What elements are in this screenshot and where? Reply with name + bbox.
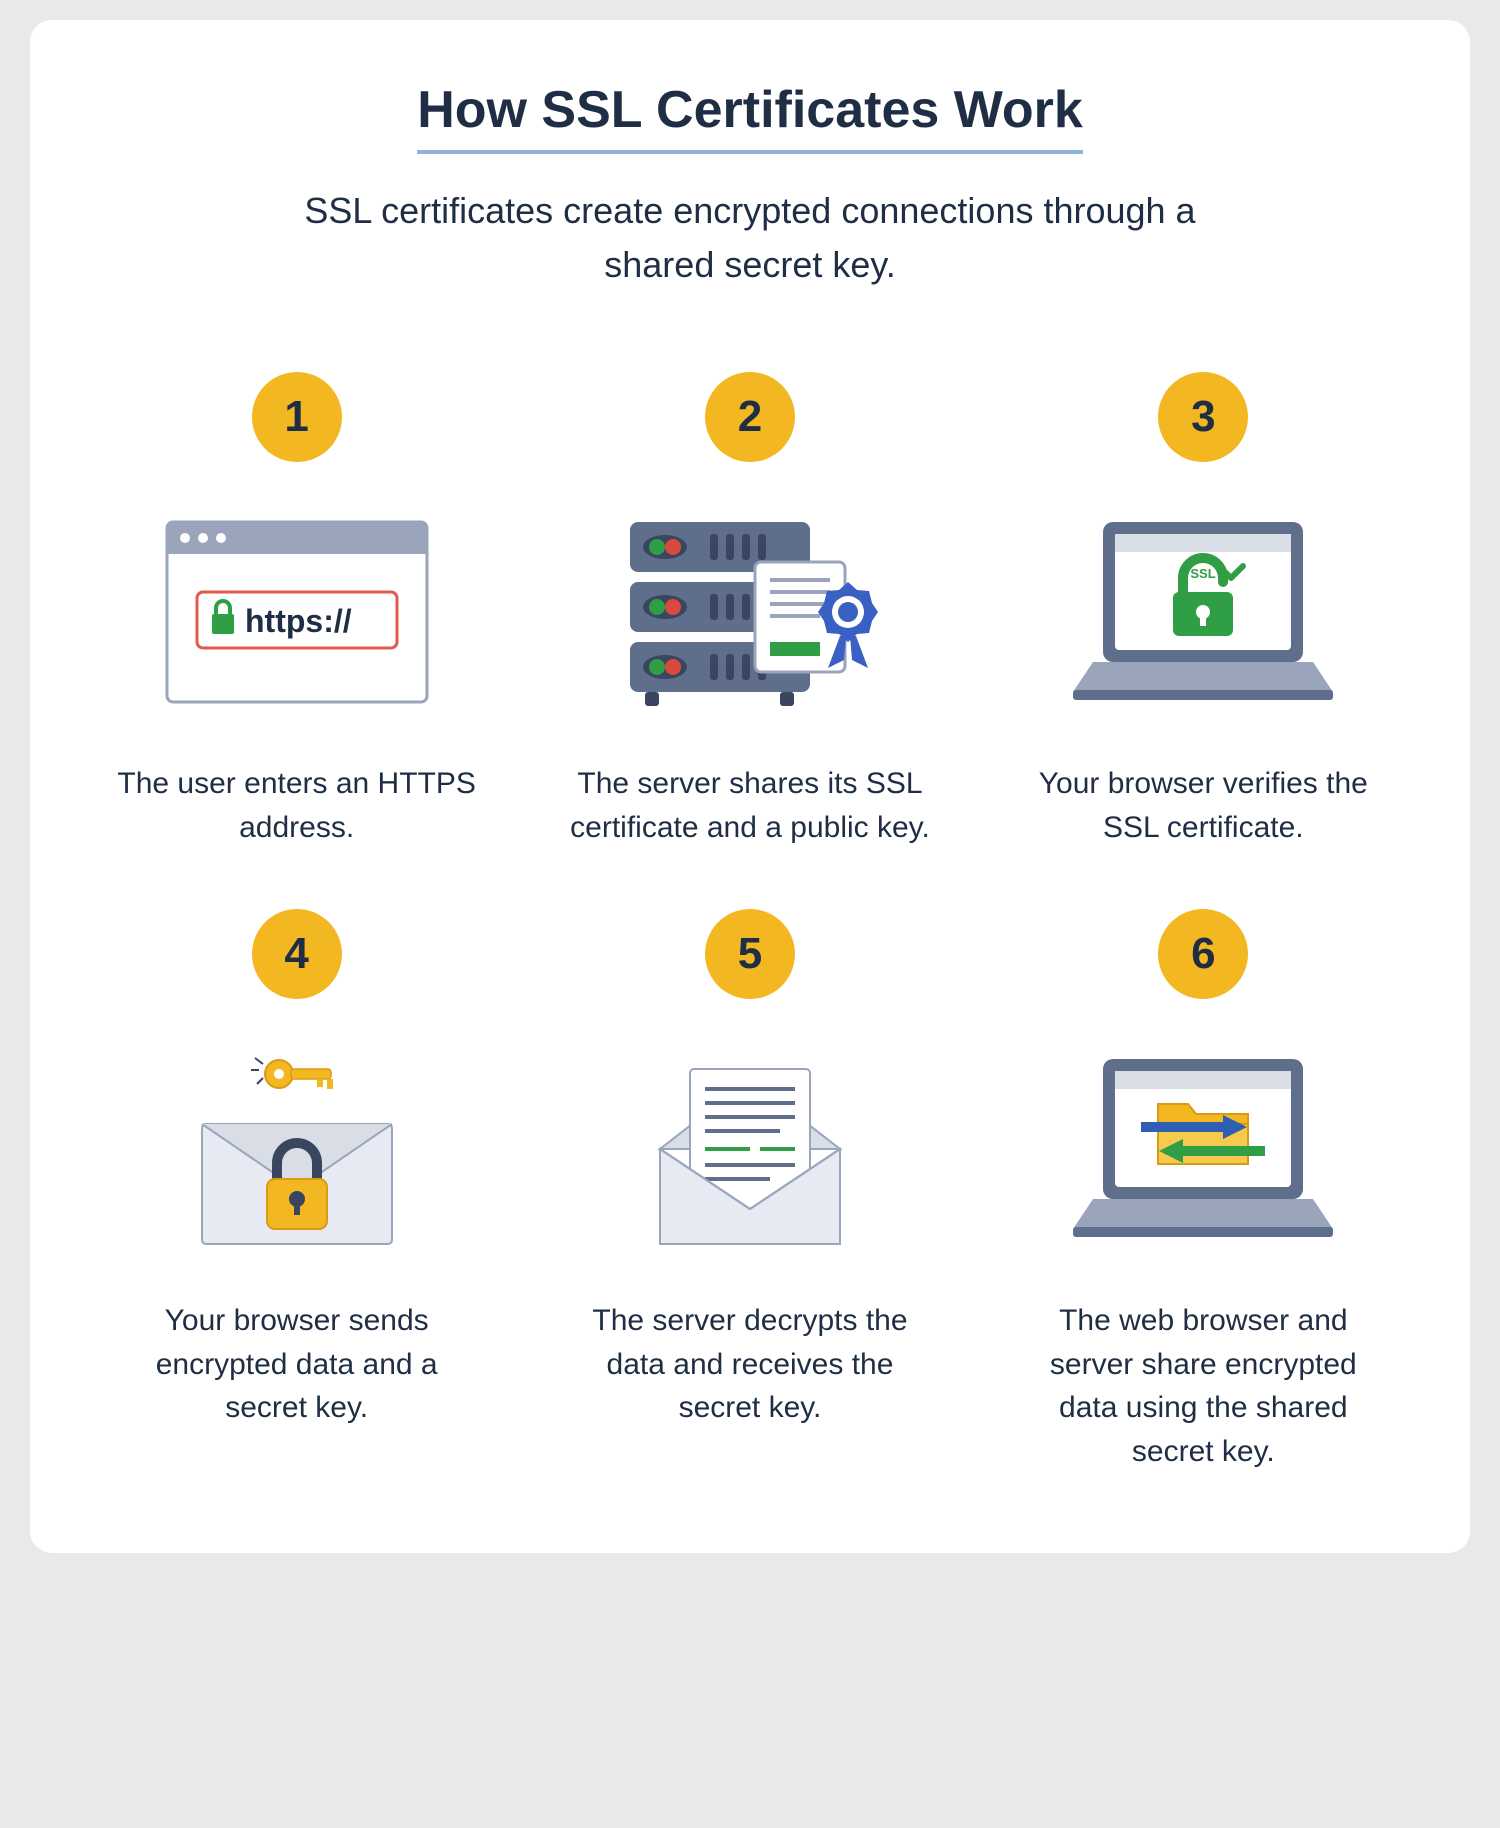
laptop-ssl-lock-icon: SSL bbox=[1053, 492, 1353, 732]
svg-text:https://: https:// bbox=[245, 603, 352, 639]
step-badge: 6 bbox=[1158, 909, 1248, 999]
envelope-lock-key-icon bbox=[147, 1029, 447, 1269]
step-3: 3 SSL bbox=[997, 372, 1410, 849]
step-badge: 1 bbox=[252, 372, 342, 462]
svg-text:SSL: SSL bbox=[1191, 566, 1216, 581]
laptop-data-transfer-icon bbox=[1053, 1029, 1353, 1269]
step-badge: 3 bbox=[1158, 372, 1248, 462]
browser-https-icon: https:// bbox=[147, 492, 447, 732]
step-6: 6 bbox=[997, 909, 1410, 1473]
step-4: 4 bbox=[90, 909, 503, 1473]
title-wrap: How SSL Certificates Work bbox=[90, 80, 1410, 154]
step-caption: The web browser and server share encrypt… bbox=[1023, 1299, 1383, 1473]
step-2: 2 bbox=[543, 372, 956, 849]
step-caption: Your browser sends encrypted data and a … bbox=[117, 1299, 477, 1430]
envelope-document-icon bbox=[600, 1029, 900, 1269]
step-caption: The server decrypts the data and receive… bbox=[570, 1299, 930, 1430]
step-caption: The user enters an HTTPS address. bbox=[117, 762, 477, 849]
step-caption: Your browser verifies the SSL certificat… bbox=[1023, 762, 1383, 849]
page-subtitle: SSL certificates create encrypted connec… bbox=[300, 184, 1200, 292]
steps-grid: 1 https:// The user enters an HTTPS addr… bbox=[90, 372, 1410, 1473]
infographic-card: How SSL Certificates Work SSL certificat… bbox=[30, 20, 1470, 1553]
step-5: 5 bbox=[543, 909, 956, 1473]
step-badge: 5 bbox=[705, 909, 795, 999]
step-badge: 2 bbox=[705, 372, 795, 462]
step-caption: The server shares its SSL certificate an… bbox=[570, 762, 930, 849]
step-badge: 4 bbox=[252, 909, 342, 999]
page-title: How SSL Certificates Work bbox=[417, 80, 1083, 154]
server-certificate-icon bbox=[600, 492, 900, 732]
step-1: 1 https:// The user enters an HTTPS addr… bbox=[90, 372, 503, 849]
